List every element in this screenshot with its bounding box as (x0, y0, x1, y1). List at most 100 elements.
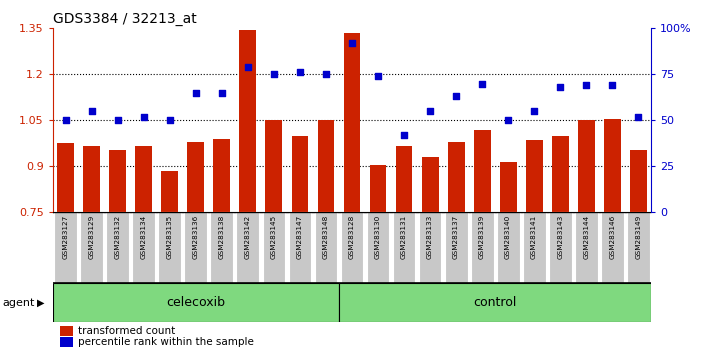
Bar (210, 212, 233, 283)
Bar (367, 212, 389, 283)
Bar (474, 130, 491, 212)
Text: GSM283129: GSM283129 (89, 215, 95, 259)
Bar (339, 283, 651, 322)
Bar (370, 165, 386, 212)
Bar (552, 136, 569, 212)
Bar (135, 147, 152, 212)
Bar (83, 147, 100, 212)
Text: ▶: ▶ (37, 298, 44, 308)
Point (607, 82, 618, 88)
Bar (422, 157, 439, 212)
Bar (237, 212, 259, 283)
Bar (239, 30, 256, 212)
Bar (393, 212, 415, 283)
Text: GSM283133: GSM283133 (427, 215, 433, 259)
Bar (265, 120, 282, 212)
Text: GSM283143: GSM283143 (557, 215, 563, 259)
Bar (396, 147, 413, 212)
Bar (158, 212, 182, 283)
Bar (132, 212, 156, 283)
Point (242, 64, 253, 70)
Text: GSM283141: GSM283141 (531, 215, 537, 259)
Bar (187, 142, 204, 212)
Text: GSM283146: GSM283146 (609, 215, 615, 259)
Point (398, 132, 410, 138)
Bar (318, 120, 334, 212)
Bar (630, 149, 647, 212)
Point (190, 90, 201, 96)
Point (112, 118, 123, 123)
Bar (60, 326, 73, 336)
Bar (526, 140, 543, 212)
Bar (60, 337, 73, 347)
Point (320, 72, 332, 77)
Point (60, 118, 71, 123)
Point (372, 73, 384, 79)
Text: GSM283148: GSM283148 (323, 215, 329, 259)
Bar (109, 149, 126, 212)
Point (503, 118, 514, 123)
Point (86, 108, 97, 114)
Bar (106, 212, 130, 283)
Point (451, 93, 462, 99)
Bar (601, 212, 624, 283)
Bar (184, 212, 208, 283)
Point (268, 72, 279, 77)
Bar (54, 212, 77, 283)
Text: GSM283127: GSM283127 (63, 215, 69, 259)
Bar (57, 143, 74, 212)
Bar (263, 212, 285, 283)
Text: GSM283147: GSM283147 (297, 215, 303, 259)
Bar (315, 212, 337, 283)
Text: GSM283135: GSM283135 (167, 215, 173, 259)
Text: GSM283136: GSM283136 (193, 215, 199, 259)
Bar (548, 212, 572, 283)
Bar (578, 120, 595, 212)
Bar (522, 212, 546, 283)
Bar (53, 283, 339, 322)
Point (346, 40, 358, 46)
Point (294, 70, 306, 75)
Bar (213, 139, 230, 212)
Bar (574, 212, 598, 283)
Text: GSM283138: GSM283138 (219, 215, 225, 259)
Bar (80, 212, 103, 283)
Text: transformed count: transformed count (78, 326, 175, 336)
Point (216, 90, 227, 96)
Bar (604, 119, 621, 212)
Text: GSM283134: GSM283134 (141, 215, 147, 259)
Bar (161, 171, 178, 212)
Point (633, 114, 644, 120)
Point (529, 108, 540, 114)
Bar (627, 212, 650, 283)
Text: GSM283137: GSM283137 (453, 215, 459, 259)
Point (164, 118, 175, 123)
Text: agent: agent (2, 298, 34, 308)
Bar (341, 212, 363, 283)
Text: percentile rank within the sample: percentile rank within the sample (78, 337, 254, 347)
Bar (291, 136, 308, 212)
Bar (344, 33, 360, 212)
Text: GSM283128: GSM283128 (349, 215, 355, 259)
Bar (500, 162, 517, 212)
Bar (496, 212, 520, 283)
Point (425, 108, 436, 114)
Text: control: control (473, 296, 517, 309)
Text: GSM283131: GSM283131 (401, 215, 407, 259)
Text: GSM283139: GSM283139 (479, 215, 485, 259)
Text: GSM283145: GSM283145 (271, 215, 277, 259)
Bar (445, 212, 467, 283)
Text: celecoxib: celecoxib (166, 296, 225, 309)
Bar (289, 212, 311, 283)
Text: GSM283149: GSM283149 (635, 215, 641, 259)
Bar (471, 212, 494, 283)
Point (477, 81, 488, 86)
Point (555, 84, 566, 90)
Point (581, 82, 592, 88)
Bar (448, 142, 465, 212)
Text: GSM283142: GSM283142 (245, 215, 251, 259)
Text: GSM283132: GSM283132 (115, 215, 121, 259)
Text: GSM283144: GSM283144 (583, 215, 589, 259)
Text: GSM283140: GSM283140 (505, 215, 511, 259)
Point (138, 114, 149, 120)
